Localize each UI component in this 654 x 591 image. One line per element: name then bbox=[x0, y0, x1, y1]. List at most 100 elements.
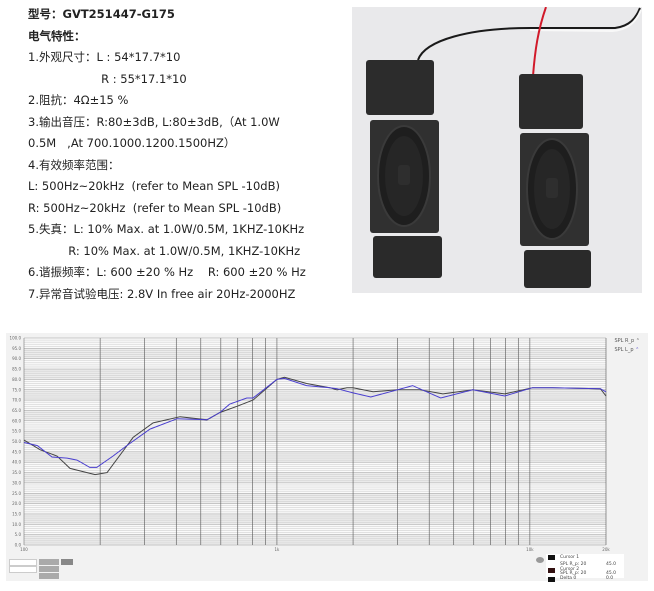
grid-band bbox=[24, 499, 606, 502]
chart-legend: SPL R_p ⌃ SPL L_p ⌃ bbox=[614, 337, 640, 355]
cursor-panel: Cursor 1 SPL R_p: 20 45.0 Cursor 2 SPL R… bbox=[546, 554, 624, 582]
grid-band bbox=[24, 540, 606, 543]
spec-line: R: 10% Max. at 1.0W/0.5M, 1KHZ-10KHz bbox=[28, 243, 301, 258]
grid-band bbox=[24, 476, 606, 479]
speaker-left bbox=[366, 60, 442, 278]
spec-line: R: 500Hz~20kHz (refer to Mean SPL -10dB) bbox=[28, 200, 282, 215]
toolbar-button[interactable] bbox=[61, 559, 73, 565]
x-tick-label: 20k bbox=[602, 547, 610, 552]
y-tick-label: 70.0 bbox=[12, 398, 21, 403]
speaker-right bbox=[519, 74, 591, 288]
spec-heading: 电气特性： bbox=[28, 28, 86, 43]
spec-line: 3.输出音压：R:80±3dB, L:80±3dB,（At 1.0W bbox=[28, 114, 280, 129]
grid-band bbox=[24, 495, 606, 498]
grid-band bbox=[24, 536, 606, 539]
wire-red bbox=[532, 7, 547, 77]
grid-band bbox=[24, 354, 606, 357]
grid-band bbox=[24, 439, 606, 442]
legend-item[interactable]: SPL R_p ⌃ bbox=[614, 338, 640, 344]
cursor-row: SPL R_p: 20 45.0 bbox=[560, 570, 617, 576]
grid-band bbox=[24, 369, 606, 372]
grid-band bbox=[24, 460, 606, 463]
grid-band bbox=[24, 371, 606, 374]
grid-band bbox=[24, 377, 606, 380]
y-tick-label: 65.0 bbox=[12, 408, 21, 413]
frequency-response-chart: 0.0 5.0 10.0 15.0 20.0 25.0 30.0 35.0 40.0 45.0 50… bbox=[6, 333, 648, 582]
grid-band bbox=[24, 350, 606, 353]
grid-band bbox=[24, 474, 606, 477]
grid-band bbox=[24, 352, 606, 355]
grid-band bbox=[24, 393, 606, 396]
grid-band bbox=[24, 391, 606, 394]
grid-band bbox=[24, 418, 606, 421]
grid-band bbox=[24, 435, 606, 438]
wire-black bbox=[417, 7, 641, 61]
cursor-row: SPL R_p: 20 45.0 bbox=[560, 561, 617, 567]
cursor-row: Delta 0 0.0 bbox=[546, 576, 624, 582]
x-tick-label: 10k bbox=[526, 547, 534, 552]
grid-band bbox=[24, 431, 606, 434]
y-tick-label: 25.0 bbox=[12, 491, 21, 496]
y-tick-label: 35.0 bbox=[12, 470, 21, 475]
grid-band bbox=[24, 497, 606, 500]
y-tick-label: 45.0 bbox=[12, 449, 21, 454]
wire-white bbox=[529, 9, 642, 33]
grid-band bbox=[24, 398, 606, 401]
toolbar-button[interactable] bbox=[39, 559, 59, 565]
x-tick-label: 1k bbox=[274, 547, 280, 552]
grid-band bbox=[24, 410, 606, 413]
spec-line: 4.有效频率范围： bbox=[28, 157, 120, 172]
spec-line: 2.阻抗：4Ω±15 % bbox=[28, 93, 129, 107]
grid-band bbox=[24, 437, 606, 440]
grid-band bbox=[24, 375, 606, 378]
input-box[interactable] bbox=[9, 566, 37, 573]
grid-band bbox=[24, 458, 606, 461]
grid-band bbox=[24, 520, 606, 523]
grid-band bbox=[24, 395, 606, 399]
y-tick-label: 0.0 bbox=[15, 543, 22, 548]
input-box[interactable] bbox=[9, 559, 37, 566]
speaker-photo bbox=[352, 7, 642, 293]
spec-line: 0.5M ,At 700.1000.1200.1500HZ） bbox=[28, 136, 236, 150]
chart-plot: 0.0 5.0 10.0 15.0 20.0 25.0 30.0 35.0 40.0 45.0 50… bbox=[10, 336, 611, 553]
grid-band bbox=[24, 516, 606, 519]
y-tick-label: 75.0 bbox=[12, 387, 21, 392]
grid-band bbox=[24, 455, 606, 459]
grid-band bbox=[24, 472, 606, 475]
grid-band bbox=[24, 414, 606, 417]
grid-band bbox=[24, 522, 606, 525]
spec-line: 6.谐振频率：L: 600 ±20 % Hz R: 600 ±20 % Hz bbox=[28, 265, 306, 279]
cursor-row: Cursor 2 bbox=[546, 567, 624, 573]
toolbar-button[interactable] bbox=[39, 566, 59, 572]
grid-band bbox=[24, 451, 606, 454]
series-line-spl-l_p bbox=[23, 377, 607, 468]
spec-line: L: 500Hz~20kHz (refer to Mean SPL -10dB) bbox=[28, 179, 280, 193]
grid-band bbox=[24, 493, 606, 496]
y-tick-label: 10.0 bbox=[12, 522, 21, 527]
y-tick-label: 60.0 bbox=[12, 418, 21, 423]
grid-band bbox=[24, 501, 606, 504]
grid-band bbox=[24, 412, 606, 415]
grid-band bbox=[24, 389, 606, 392]
grid-band bbox=[24, 453, 606, 456]
spec-line: R : 55*17.1*10 bbox=[28, 71, 187, 86]
y-tick-label: 30.0 bbox=[12, 480, 21, 485]
grid-band bbox=[24, 538, 606, 541]
cursor-nav-icon[interactable] bbox=[536, 557, 544, 563]
spec-line: 1.外观尺寸：L : 54*17.7*10 bbox=[28, 50, 181, 64]
grid-band bbox=[24, 416, 606, 419]
grid-band bbox=[24, 373, 606, 376]
y-tick-label: 50.0 bbox=[12, 439, 21, 444]
y-tick-label: 15.0 bbox=[12, 511, 21, 516]
y-tick-label: 55.0 bbox=[12, 429, 21, 434]
grid-band bbox=[24, 356, 606, 359]
grid-band bbox=[24, 534, 606, 537]
toolbar-button[interactable] bbox=[39, 573, 59, 579]
y-tick-label: 100.0 bbox=[10, 336, 22, 341]
grid-band bbox=[24, 480, 606, 483]
y-tick-label: 40.0 bbox=[12, 460, 21, 465]
grid-band bbox=[24, 542, 606, 545]
spec-line: 5.失真：L: 10% Max. at 1.0W/0.5M, 1KHZ-10KH… bbox=[28, 222, 305, 236]
spec-line: 7.异常音试验电压: 2.8V In free air 20Hz-2000HZ bbox=[28, 286, 296, 301]
legend-item[interactable]: SPL L_p ⌃ bbox=[614, 347, 640, 353]
